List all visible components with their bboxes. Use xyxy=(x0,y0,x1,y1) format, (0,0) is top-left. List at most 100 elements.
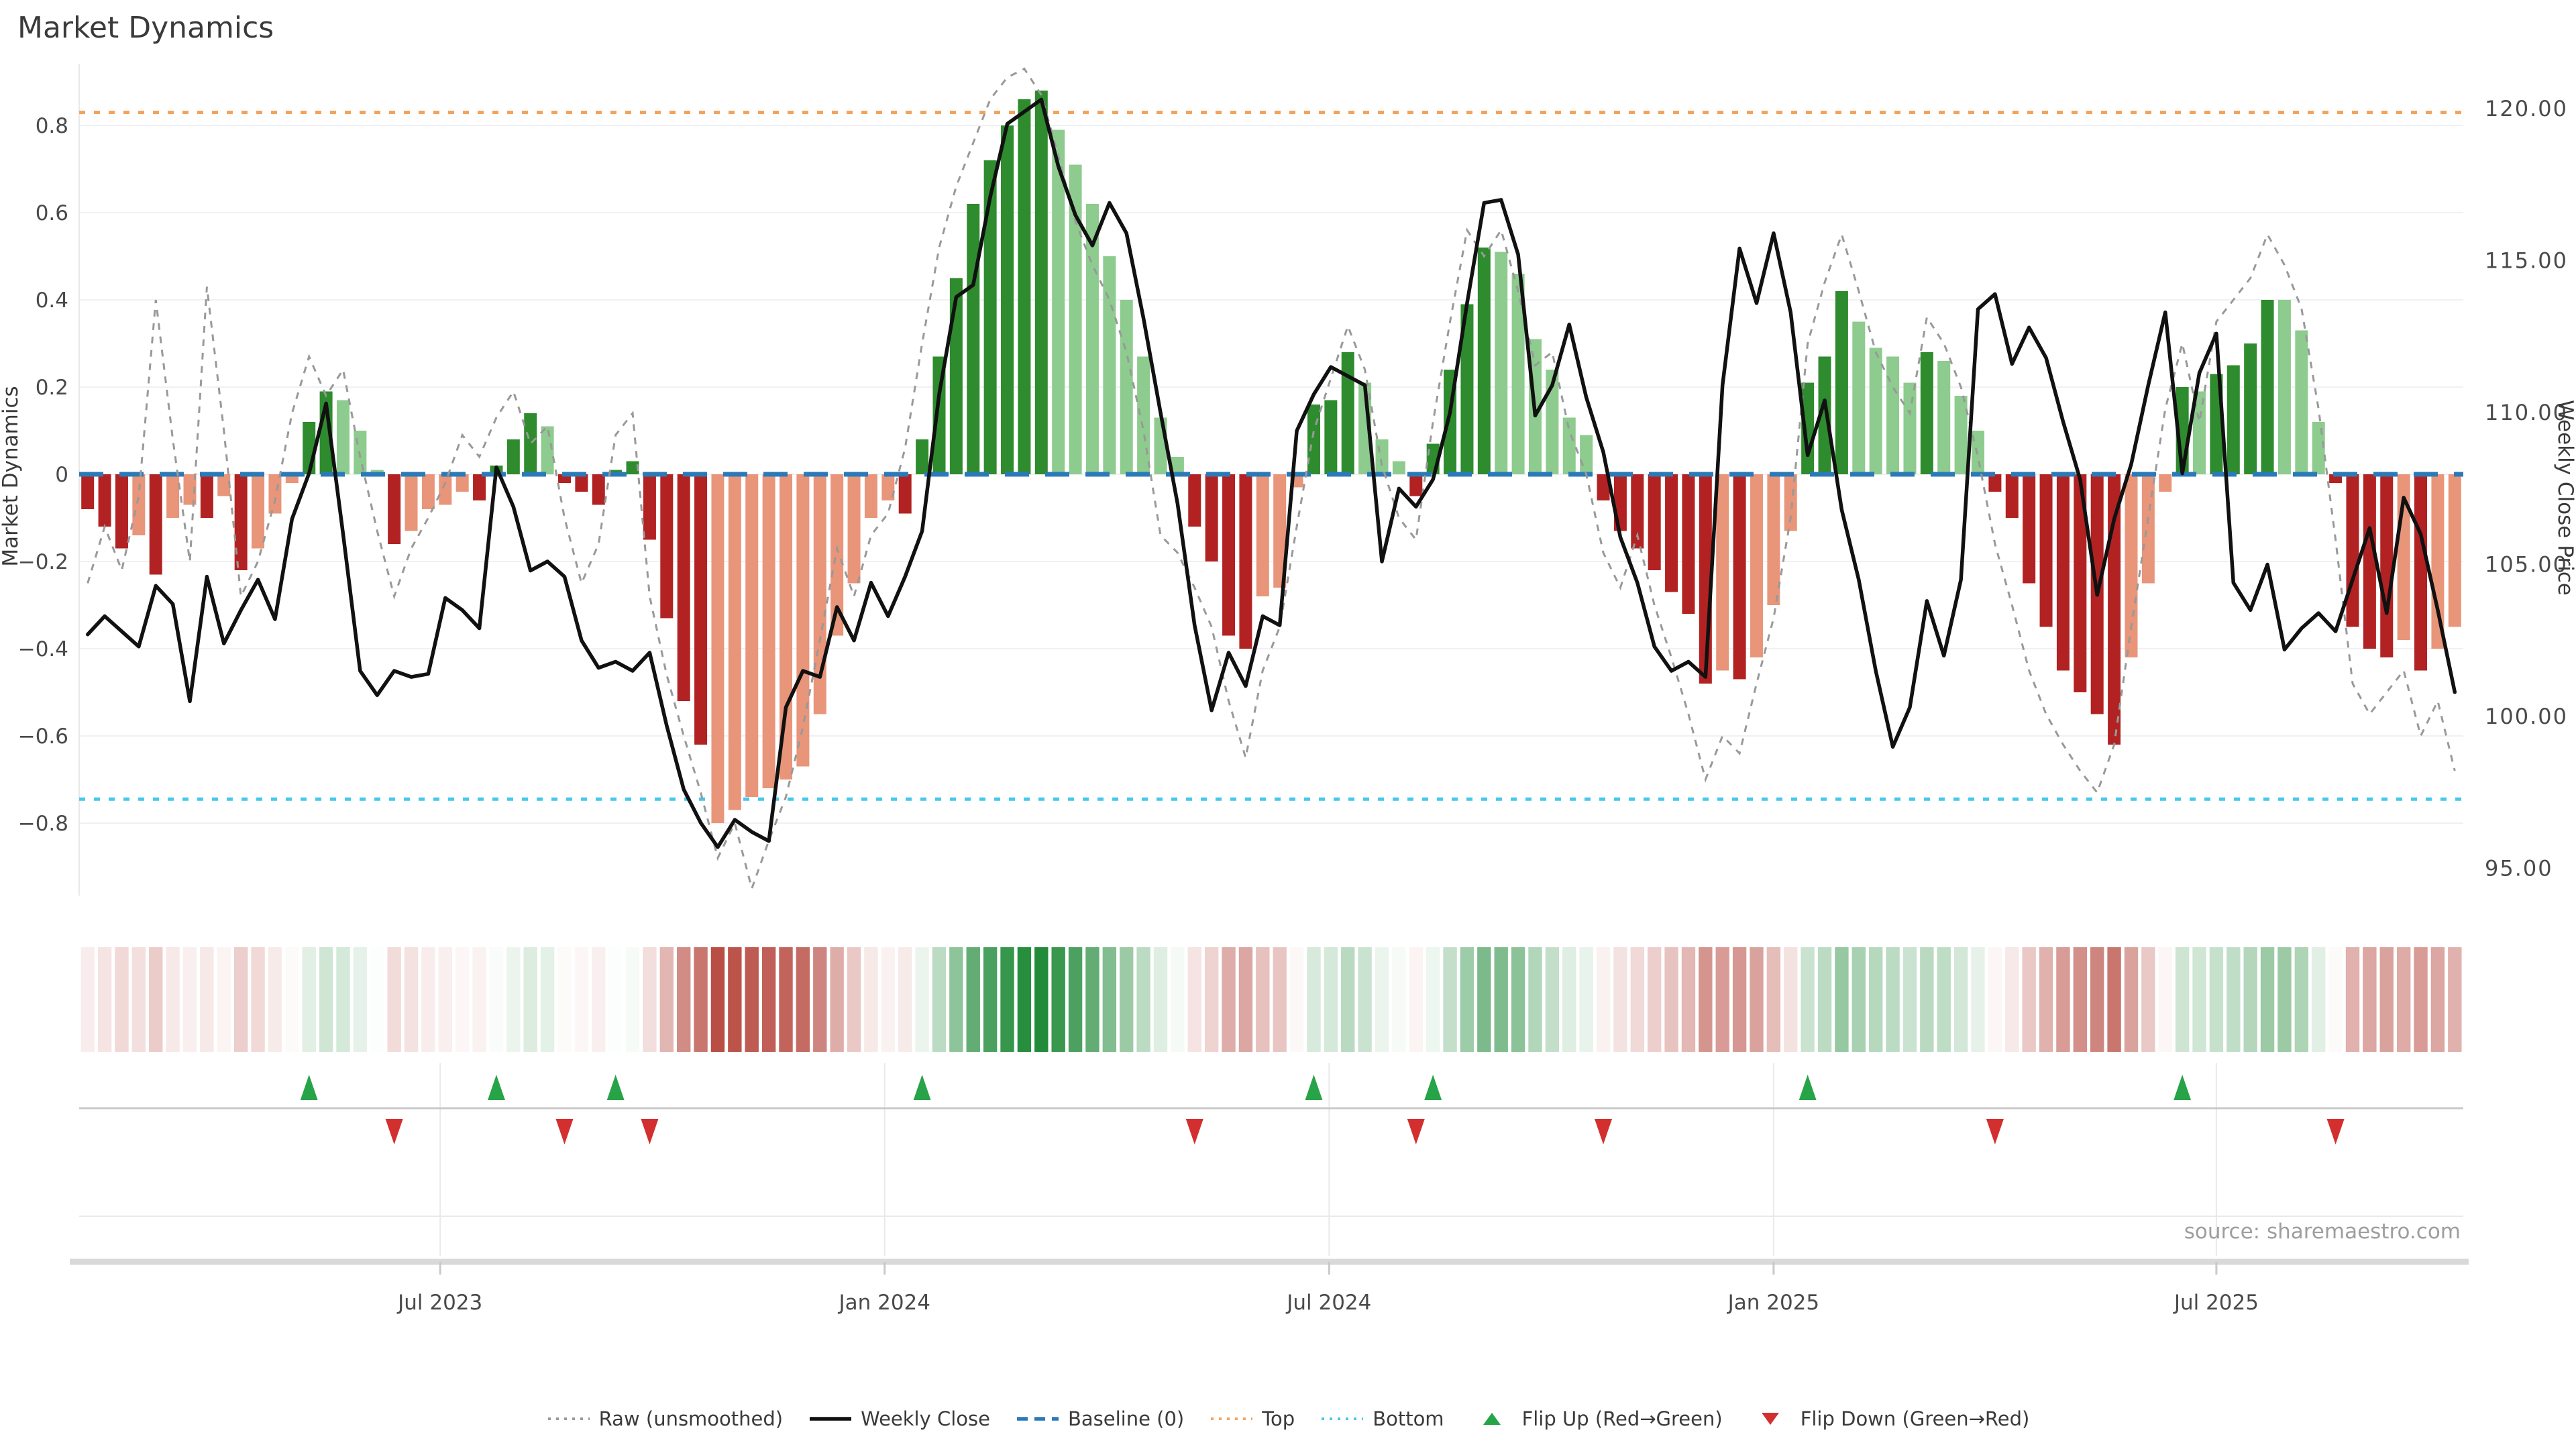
heat-cell xyxy=(1136,947,1150,1052)
heat-cell xyxy=(1902,947,1917,1052)
flip-up-icon xyxy=(1483,1413,1501,1425)
heat-cell xyxy=(1256,947,1270,1052)
dyn-bar xyxy=(2159,474,2172,492)
dyn-bar xyxy=(1920,352,1933,474)
heat-cell xyxy=(864,947,878,1052)
heat-cell xyxy=(506,947,521,1052)
heat-cell xyxy=(1477,947,1491,1052)
heat-cell xyxy=(881,947,896,1052)
dyn-bar xyxy=(1784,474,1797,531)
dyn-bar xyxy=(1307,405,1320,474)
heat-cell xyxy=(1068,947,1083,1052)
heat-cell xyxy=(694,947,708,1052)
x-tick-label: Jul 2025 xyxy=(2173,1291,2259,1315)
heat-cell xyxy=(1953,947,1968,1052)
right-tick-label: 110.00 xyxy=(2485,400,2568,425)
heat-cell xyxy=(2243,947,2257,1052)
heat-cell xyxy=(2107,947,2121,1052)
heat-cell xyxy=(1835,947,1849,1052)
flip-down-marker xyxy=(1595,1119,1613,1144)
dyn-bar xyxy=(1018,99,1031,474)
dyn-bar xyxy=(2244,343,2257,474)
close-line-layer xyxy=(85,97,2457,849)
dyn-bar xyxy=(660,474,674,619)
heat-cell xyxy=(1664,947,1678,1052)
heat-cell xyxy=(1681,947,1696,1052)
heat-cell xyxy=(1238,947,1253,1052)
dyn-bar xyxy=(1562,417,1576,474)
heat-cell xyxy=(1187,947,1201,1052)
dyn-bar xyxy=(2005,474,2019,518)
x-tick-label: Jul 2024 xyxy=(1285,1291,1371,1315)
dyn-bar xyxy=(2056,474,2070,671)
heat-cell xyxy=(1937,947,1951,1052)
heat-cell xyxy=(847,947,861,1052)
legend-item-bottom: Bottom xyxy=(1320,1407,1444,1430)
heat-cell xyxy=(2226,947,2241,1052)
heat-cell xyxy=(1851,947,1866,1052)
dyn-bar xyxy=(1869,347,1882,474)
heat-cell xyxy=(1750,947,1764,1052)
flip-down-marker xyxy=(1407,1119,1425,1144)
dyn-bar xyxy=(949,278,963,474)
bottom-legend-glyph xyxy=(1322,1417,1364,1420)
dyn-bar xyxy=(1546,370,1559,474)
heat-cell xyxy=(643,947,657,1052)
heat-cell xyxy=(949,947,963,1052)
dyn-bar xyxy=(694,474,708,745)
dyn-bar xyxy=(132,474,146,535)
heat-cell xyxy=(540,947,555,1052)
heat-cell xyxy=(2209,947,2224,1052)
flip-up-marker xyxy=(2174,1075,2192,1100)
heat-cell xyxy=(1273,947,1287,1052)
dyn-bar xyxy=(2141,474,2155,584)
heat-cell xyxy=(2379,947,2394,1052)
left-tick-label: −0.2 xyxy=(18,550,68,574)
top-legend-glyph xyxy=(1211,1417,1253,1420)
axis-layer: Jul 2023 Jan 2024 Jul 2024 Jan 2025 Jul 2025… xyxy=(18,96,2568,1315)
left-tick-label: 0.6 xyxy=(36,201,68,225)
dyn-bar xyxy=(1392,461,1405,474)
heat-cell xyxy=(1085,947,1099,1052)
dyn-bar xyxy=(2226,365,2240,474)
dyn-bar xyxy=(1682,474,1695,614)
dyn-bar xyxy=(1460,304,1474,474)
heat-cell xyxy=(1647,947,1662,1052)
heat-cell xyxy=(2022,947,2036,1052)
heat-cell xyxy=(1988,947,2002,1052)
dyn-bar xyxy=(1597,474,1610,500)
heat-cell xyxy=(1494,947,1508,1052)
dyn-bar xyxy=(217,474,231,496)
heat-cell xyxy=(1222,947,1236,1052)
heat-cell xyxy=(779,947,793,1052)
dyn-bar xyxy=(1818,356,1831,474)
dyn-bar xyxy=(830,474,844,636)
heat-cell xyxy=(302,947,316,1052)
heat-cell xyxy=(2414,947,2428,1052)
heat-cell xyxy=(472,947,486,1052)
dyn-bar xyxy=(2039,474,2053,627)
heat-cell xyxy=(217,947,231,1052)
flip-up-marker xyxy=(300,1075,318,1100)
flip-down-marker xyxy=(1986,1119,2004,1144)
heat-cell xyxy=(813,947,827,1052)
legend-item-flip-up: Flip Up (Red→Green) xyxy=(1470,1407,1723,1430)
x-tick-label: Jul 2023 xyxy=(396,1291,482,1315)
heat-cell xyxy=(1579,947,1593,1052)
heat-cell xyxy=(421,947,435,1052)
dyn-bar xyxy=(1256,474,1269,596)
heat-cell xyxy=(932,947,947,1052)
heat-cell xyxy=(2328,947,2343,1052)
heat-cell xyxy=(625,947,640,1052)
heat-cell xyxy=(149,947,163,1052)
heat-cell xyxy=(728,947,742,1052)
flip-down-marker xyxy=(641,1119,659,1144)
heat-cell xyxy=(1017,947,1032,1052)
dyn-bar xyxy=(252,474,265,549)
dyn-bar xyxy=(2108,474,2121,745)
dyn-bar xyxy=(1069,164,1082,474)
heat-cell xyxy=(592,947,606,1052)
heat-cell xyxy=(489,947,504,1052)
dyn-bar xyxy=(1665,474,1678,592)
